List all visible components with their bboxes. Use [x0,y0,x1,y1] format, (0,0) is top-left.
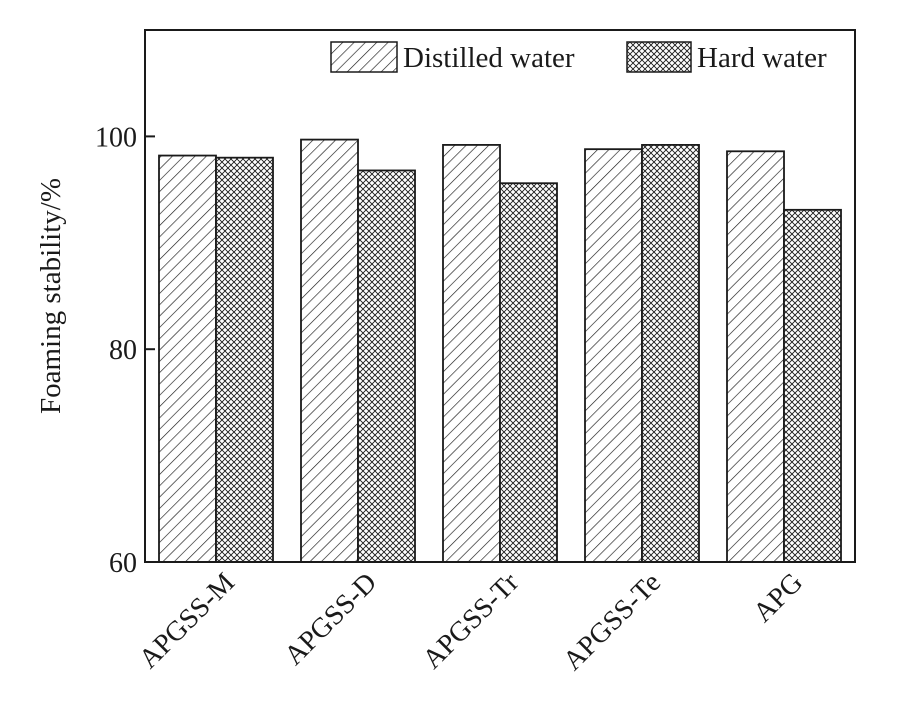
bar-apgss-m-hard-water [215,156,274,563]
bar-apgss-d-distilled-water [300,138,359,563]
legend-label-distilled-water: Distilled water [403,42,575,74]
bar-apgss-m-distilled-water [158,154,217,563]
x-tick-label: APG [747,567,809,629]
bar-apgss-tr-distilled-water [442,144,501,563]
x-tick-label: APGSS-M [133,567,241,675]
legend: Distilled water Hard water [330,41,827,74]
bar-apgss-d-hard-water [357,169,416,563]
x-tick-label: APGSS-Te [557,567,667,677]
plot-frame [144,29,856,563]
x-axis-ticks: APGSS-M APGSS-D APGSS-Tr APGSS-Te APG [133,567,809,677]
y-axis-label: Foaming stability/% [35,178,67,414]
x-tick-label: APGSS-D [279,567,383,671]
legend-swatch-hard-water [626,41,692,73]
bar-apg-distilled-water [726,150,785,563]
legend-swatch-distilled-water [330,41,398,73]
bar-apgss-tr-hard-water [499,182,558,563]
y-tick-label: 80 [109,335,137,366]
y-tick-label: 60 [109,548,137,579]
bar-apgss-te-hard-water [641,144,700,563]
y-tick-label: 100 [95,122,137,153]
bar-apgss-te-distilled-water [584,148,643,563]
bar-apg-hard-water [783,208,842,563]
bars-layer [158,138,842,563]
legend-label-hard-water: Hard water [697,42,827,74]
y-axis-ticks: 60 80 100 [95,122,155,579]
x-tick-label: APGSS-Tr [417,567,526,676]
